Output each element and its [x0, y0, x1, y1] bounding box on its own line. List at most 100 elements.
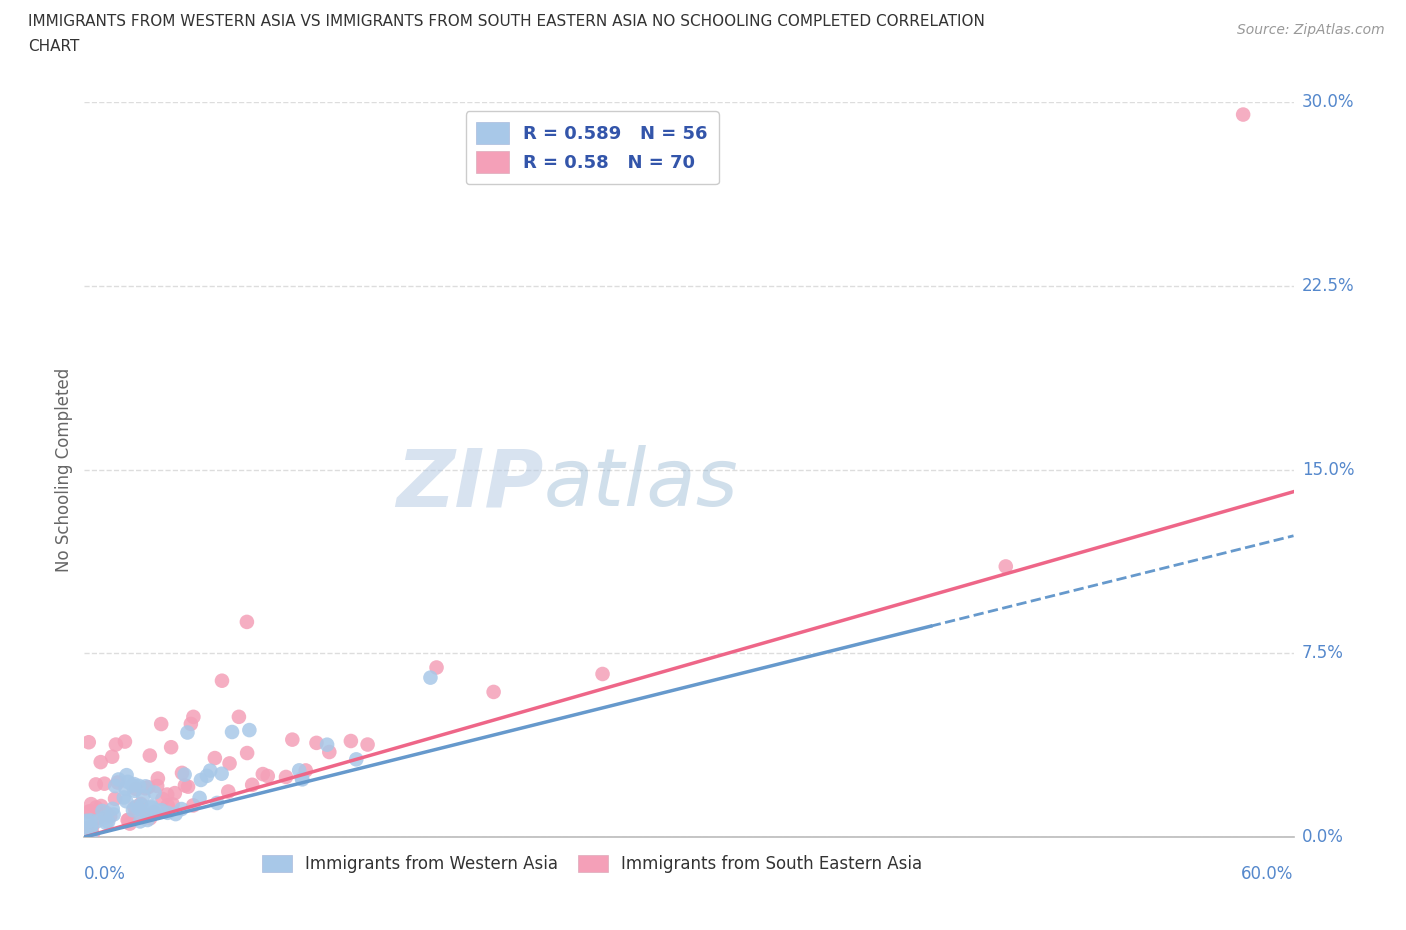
Point [217, 784, 239, 799]
Point [136, 808, 159, 823]
Point [316, 737, 339, 752]
Point [228, 710, 250, 724]
Point [141, 799, 163, 814]
Point [205, 795, 228, 810]
Point [252, 766, 274, 781]
Point [181, 798, 204, 813]
Point [156, 805, 179, 820]
Y-axis label: No Schooling Completed: No Schooling Completed [55, 367, 73, 572]
Point [256, 768, 278, 783]
Point [82, 827, 104, 842]
Point [101, 750, 124, 764]
Point [125, 781, 148, 796]
Text: CHART: CHART [28, 39, 80, 54]
Point [107, 775, 129, 790]
Point [115, 767, 138, 782]
Point [592, 667, 614, 682]
Point [131, 798, 153, 813]
Point [80, 826, 103, 841]
Point [221, 724, 243, 739]
Point [183, 710, 205, 724]
Point [146, 778, 169, 793]
Point [129, 814, 152, 829]
Point [80, 797, 103, 812]
Text: Source: ZipAtlas.com: Source: ZipAtlas.com [1237, 23, 1385, 37]
Point [156, 787, 179, 802]
Point [97, 815, 120, 830]
Point [136, 813, 159, 828]
Point [82, 819, 104, 834]
Point [77, 735, 100, 750]
Point [188, 790, 211, 805]
Point [141, 800, 163, 815]
Point [190, 773, 212, 788]
Point [160, 739, 183, 754]
Point [118, 817, 141, 831]
Point [86, 814, 108, 829]
Point [274, 769, 297, 784]
Point [174, 778, 197, 793]
Point [104, 791, 127, 806]
Point [482, 684, 505, 699]
Point [129, 796, 152, 811]
Point [200, 764, 222, 778]
Point [94, 816, 117, 830]
Text: IMMIGRANTS FROM WESTERN ASIA VS IMMIGRANTS FROM SOUTH EASTERN ASIA NO SCHOOLING : IMMIGRANTS FROM WESTERN ASIA VS IMMIGRAN… [28, 14, 986, 29]
Point [139, 811, 162, 826]
Point [79, 813, 101, 828]
Point [112, 790, 135, 804]
Point [344, 752, 367, 767]
Point [79, 804, 101, 818]
Point [136, 779, 159, 794]
Point [136, 807, 159, 822]
Point [124, 801, 146, 816]
Point [425, 660, 447, 675]
Point [143, 785, 166, 800]
Point [238, 723, 260, 737]
Point [152, 791, 174, 806]
Point [124, 783, 146, 798]
Point [294, 763, 316, 777]
Point [107, 772, 129, 787]
Point [176, 725, 198, 740]
Point [128, 778, 150, 793]
Point [87, 810, 110, 825]
Point [91, 804, 114, 818]
Point [114, 734, 136, 749]
Point [195, 768, 218, 783]
Point [103, 807, 125, 822]
Point [240, 777, 263, 792]
Point [117, 813, 139, 828]
Point [115, 794, 138, 809]
Point [132, 789, 155, 804]
Point [124, 806, 146, 821]
Text: 30.0%: 30.0% [1302, 93, 1354, 112]
Point [139, 748, 162, 763]
Point [76, 814, 98, 829]
Point [125, 799, 148, 814]
Text: 15.0%: 15.0% [1302, 460, 1354, 479]
Point [162, 797, 184, 812]
Point [101, 802, 124, 817]
Point [156, 798, 179, 813]
Point [90, 754, 112, 769]
Point [170, 802, 193, 817]
Text: ZIP: ZIP [396, 445, 544, 524]
Point [90, 799, 112, 814]
Point [236, 746, 259, 761]
Text: 0.0%: 0.0% [84, 865, 127, 883]
Point [104, 737, 127, 752]
Text: 7.5%: 7.5% [1302, 644, 1344, 662]
Text: 22.5%: 22.5% [1302, 277, 1354, 295]
Point [419, 671, 441, 685]
Point [80, 819, 103, 834]
Point [281, 732, 304, 747]
Point [305, 736, 328, 751]
Point [94, 810, 117, 825]
Point [117, 813, 139, 828]
Point [135, 779, 157, 794]
Point [146, 771, 169, 786]
Text: atlas: atlas [544, 445, 738, 524]
Point [211, 766, 233, 781]
Point [143, 804, 166, 819]
